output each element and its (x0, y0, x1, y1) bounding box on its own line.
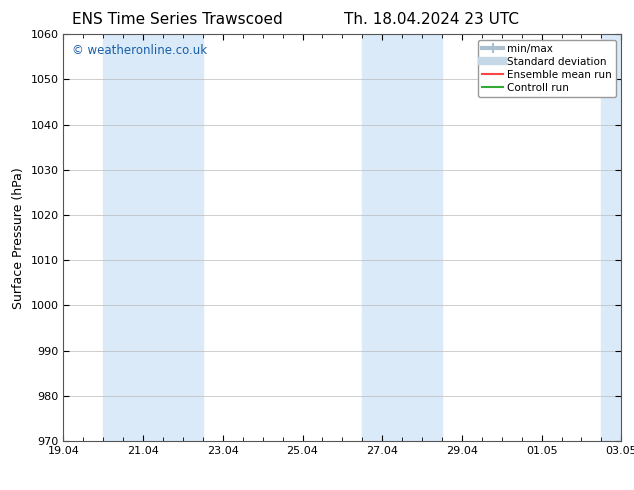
Bar (362, 34, 442, 441)
Text: ENS Time Series Trawscoed: ENS Time Series Trawscoed (72, 12, 283, 27)
Legend: min/max, Standard deviation, Ensemble mean run, Controll run: min/max, Standard deviation, Ensemble me… (478, 40, 616, 97)
Y-axis label: Surface Pressure (hPa): Surface Pressure (hPa) (12, 167, 25, 309)
Bar (602, 34, 630, 441)
Bar (103, 34, 203, 441)
Text: Th. 18.04.2024 23 UTC: Th. 18.04.2024 23 UTC (344, 12, 519, 27)
Text: © weatheronline.co.uk: © weatheronline.co.uk (72, 45, 207, 57)
